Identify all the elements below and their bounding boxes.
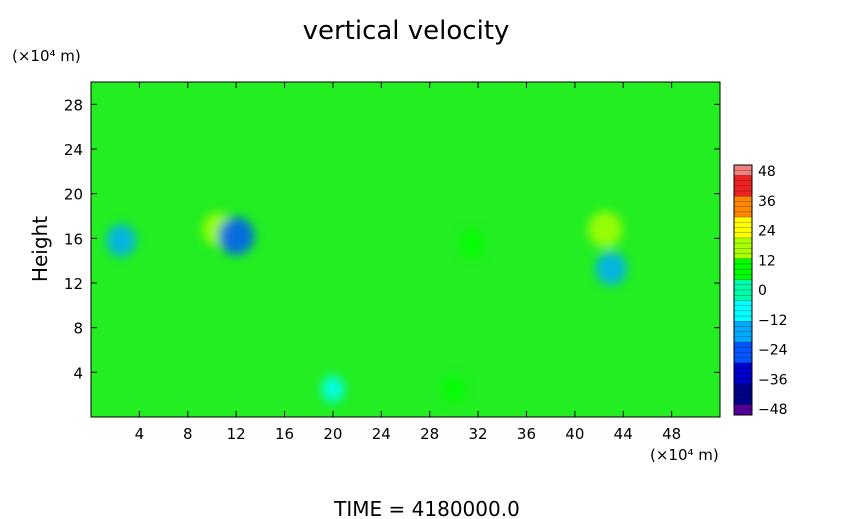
x-tick-label: 4 — [135, 425, 145, 443]
y-unit-label: (×10⁴ m) — [12, 47, 81, 65]
x-tick-label: 44 — [614, 425, 633, 443]
colorbar-tick-label: 36 — [758, 194, 776, 210]
colorbar-tick-label: 48 — [758, 164, 776, 180]
colorbar-segment — [734, 248, 752, 255]
colorbar-segment — [734, 368, 752, 374]
x-tick-label: 48 — [662, 425, 681, 443]
colorbar-segment — [734, 326, 752, 333]
y-tick-label: 12 — [64, 275, 83, 293]
colorbar-segment — [734, 196, 752, 202]
colorbar-segment — [734, 373, 752, 380]
colorbar-segment — [734, 295, 752, 301]
field-feature — [459, 229, 485, 259]
colorbar-tick-label: −12 — [758, 313, 788, 329]
colorbar-segment — [734, 399, 752, 406]
y-axis: 4 8 12 16 20 24 28 — [64, 96, 720, 382]
colorbar-segment — [734, 175, 752, 182]
y-axis-label: Height — [28, 216, 52, 282]
x-tick-label: 20 — [323, 425, 342, 443]
colorbar-segment — [734, 279, 752, 286]
colorbar-tick-label: 0 — [758, 283, 767, 299]
colorbar-segment — [734, 201, 752, 208]
plot-area — [91, 82, 720, 417]
colorbar-segment — [734, 300, 752, 307]
colorbar-segment — [734, 388, 752, 395]
colorbar-segment — [734, 217, 752, 223]
colorbar-segment — [734, 378, 752, 385]
colorbar-segment — [734, 352, 752, 359]
colorbar-segment — [734, 394, 752, 400]
field-feature — [441, 375, 466, 403]
colorbar-tick-label: −24 — [758, 343, 788, 359]
colorbar-segment — [734, 253, 752, 260]
colorbar-segment — [734, 357, 752, 364]
field-feature — [595, 251, 627, 286]
x-tick-label: 28 — [420, 425, 439, 443]
colorbar-segment — [734, 347, 752, 353]
colorbar-segment — [734, 310, 752, 317]
colorbar-segment — [734, 191, 752, 197]
colorbar-segment — [734, 409, 752, 416]
colorbar-segment — [734, 206, 752, 213]
x-tick-label: 8 — [183, 425, 193, 443]
y-tick-label: 24 — [64, 141, 83, 159]
field-feature — [106, 224, 137, 257]
colorbar-tick-label: −48 — [758, 402, 788, 418]
colorbar-segment — [734, 290, 752, 296]
colorbar-segment — [734, 185, 752, 192]
colorbar-segment — [734, 232, 752, 239]
x-tick-label: 16 — [275, 425, 294, 443]
colorbar-segment — [734, 243, 752, 249]
x-axis: 4 8 12 16 20 24 28 32 36 40 44 48 — [135, 82, 681, 443]
colorbar-tick-label: −36 — [758, 372, 788, 388]
colorbar-segment — [734, 227, 752, 234]
colorbar-segment — [734, 165, 752, 171]
field-feature — [218, 217, 255, 256]
colorbar-segment — [734, 274, 752, 281]
field-background — [91, 82, 720, 417]
colorbar-segment — [734, 321, 752, 327]
y-tick-label: 16 — [64, 230, 83, 248]
colorbar-segment — [734, 284, 752, 291]
colorbar-segment — [734, 342, 752, 348]
colorbar-segment — [734, 237, 752, 244]
colorbar-segment — [734, 263, 752, 270]
x-tick-label: 36 — [517, 425, 536, 443]
colorbar-segment — [734, 404, 752, 411]
colorbar-tick-label: 24 — [758, 224, 776, 240]
colorbar-segment — [734, 170, 752, 176]
x-tick-label: 24 — [372, 425, 391, 443]
x-tick-label: 40 — [565, 425, 584, 443]
field-feature — [587, 211, 623, 248]
colorbar-segment — [734, 258, 752, 265]
colorbar-tick-label: 12 — [758, 253, 776, 269]
y-tick-label: 8 — [73, 320, 83, 338]
chart-title: vertical velocity — [303, 16, 510, 46]
x-unit-label: (×10⁴ m) — [650, 446, 719, 464]
colorbar-segment — [734, 331, 752, 338]
colorbar-frame — [733, 164, 753, 416]
y-tick-label: 28 — [64, 96, 83, 114]
colorbar-segment — [734, 362, 752, 369]
colorbar-segment — [734, 222, 752, 228]
plot-frame — [90, 81, 721, 418]
colorbar-segment — [734, 180, 752, 187]
y-tick-label: 4 — [73, 364, 83, 382]
colorbar: 48 36 24 12 0 −12 −24 −36 −48 — [733, 164, 788, 418]
colorbar-segment — [734, 269, 752, 275]
colorbar-segment — [734, 305, 752, 312]
field-feature — [321, 375, 345, 403]
y-tick-label: 20 — [64, 186, 83, 204]
x-tick-label: 32 — [469, 425, 488, 443]
colorbar-segment — [734, 336, 752, 343]
colorbar-segment — [734, 211, 752, 218]
x-tick-label: 12 — [227, 425, 246, 443]
colorbar-segment — [734, 383, 752, 390]
colorbar-segment — [734, 316, 752, 322]
time-label: TIME = 4180000.0 — [333, 497, 520, 519]
